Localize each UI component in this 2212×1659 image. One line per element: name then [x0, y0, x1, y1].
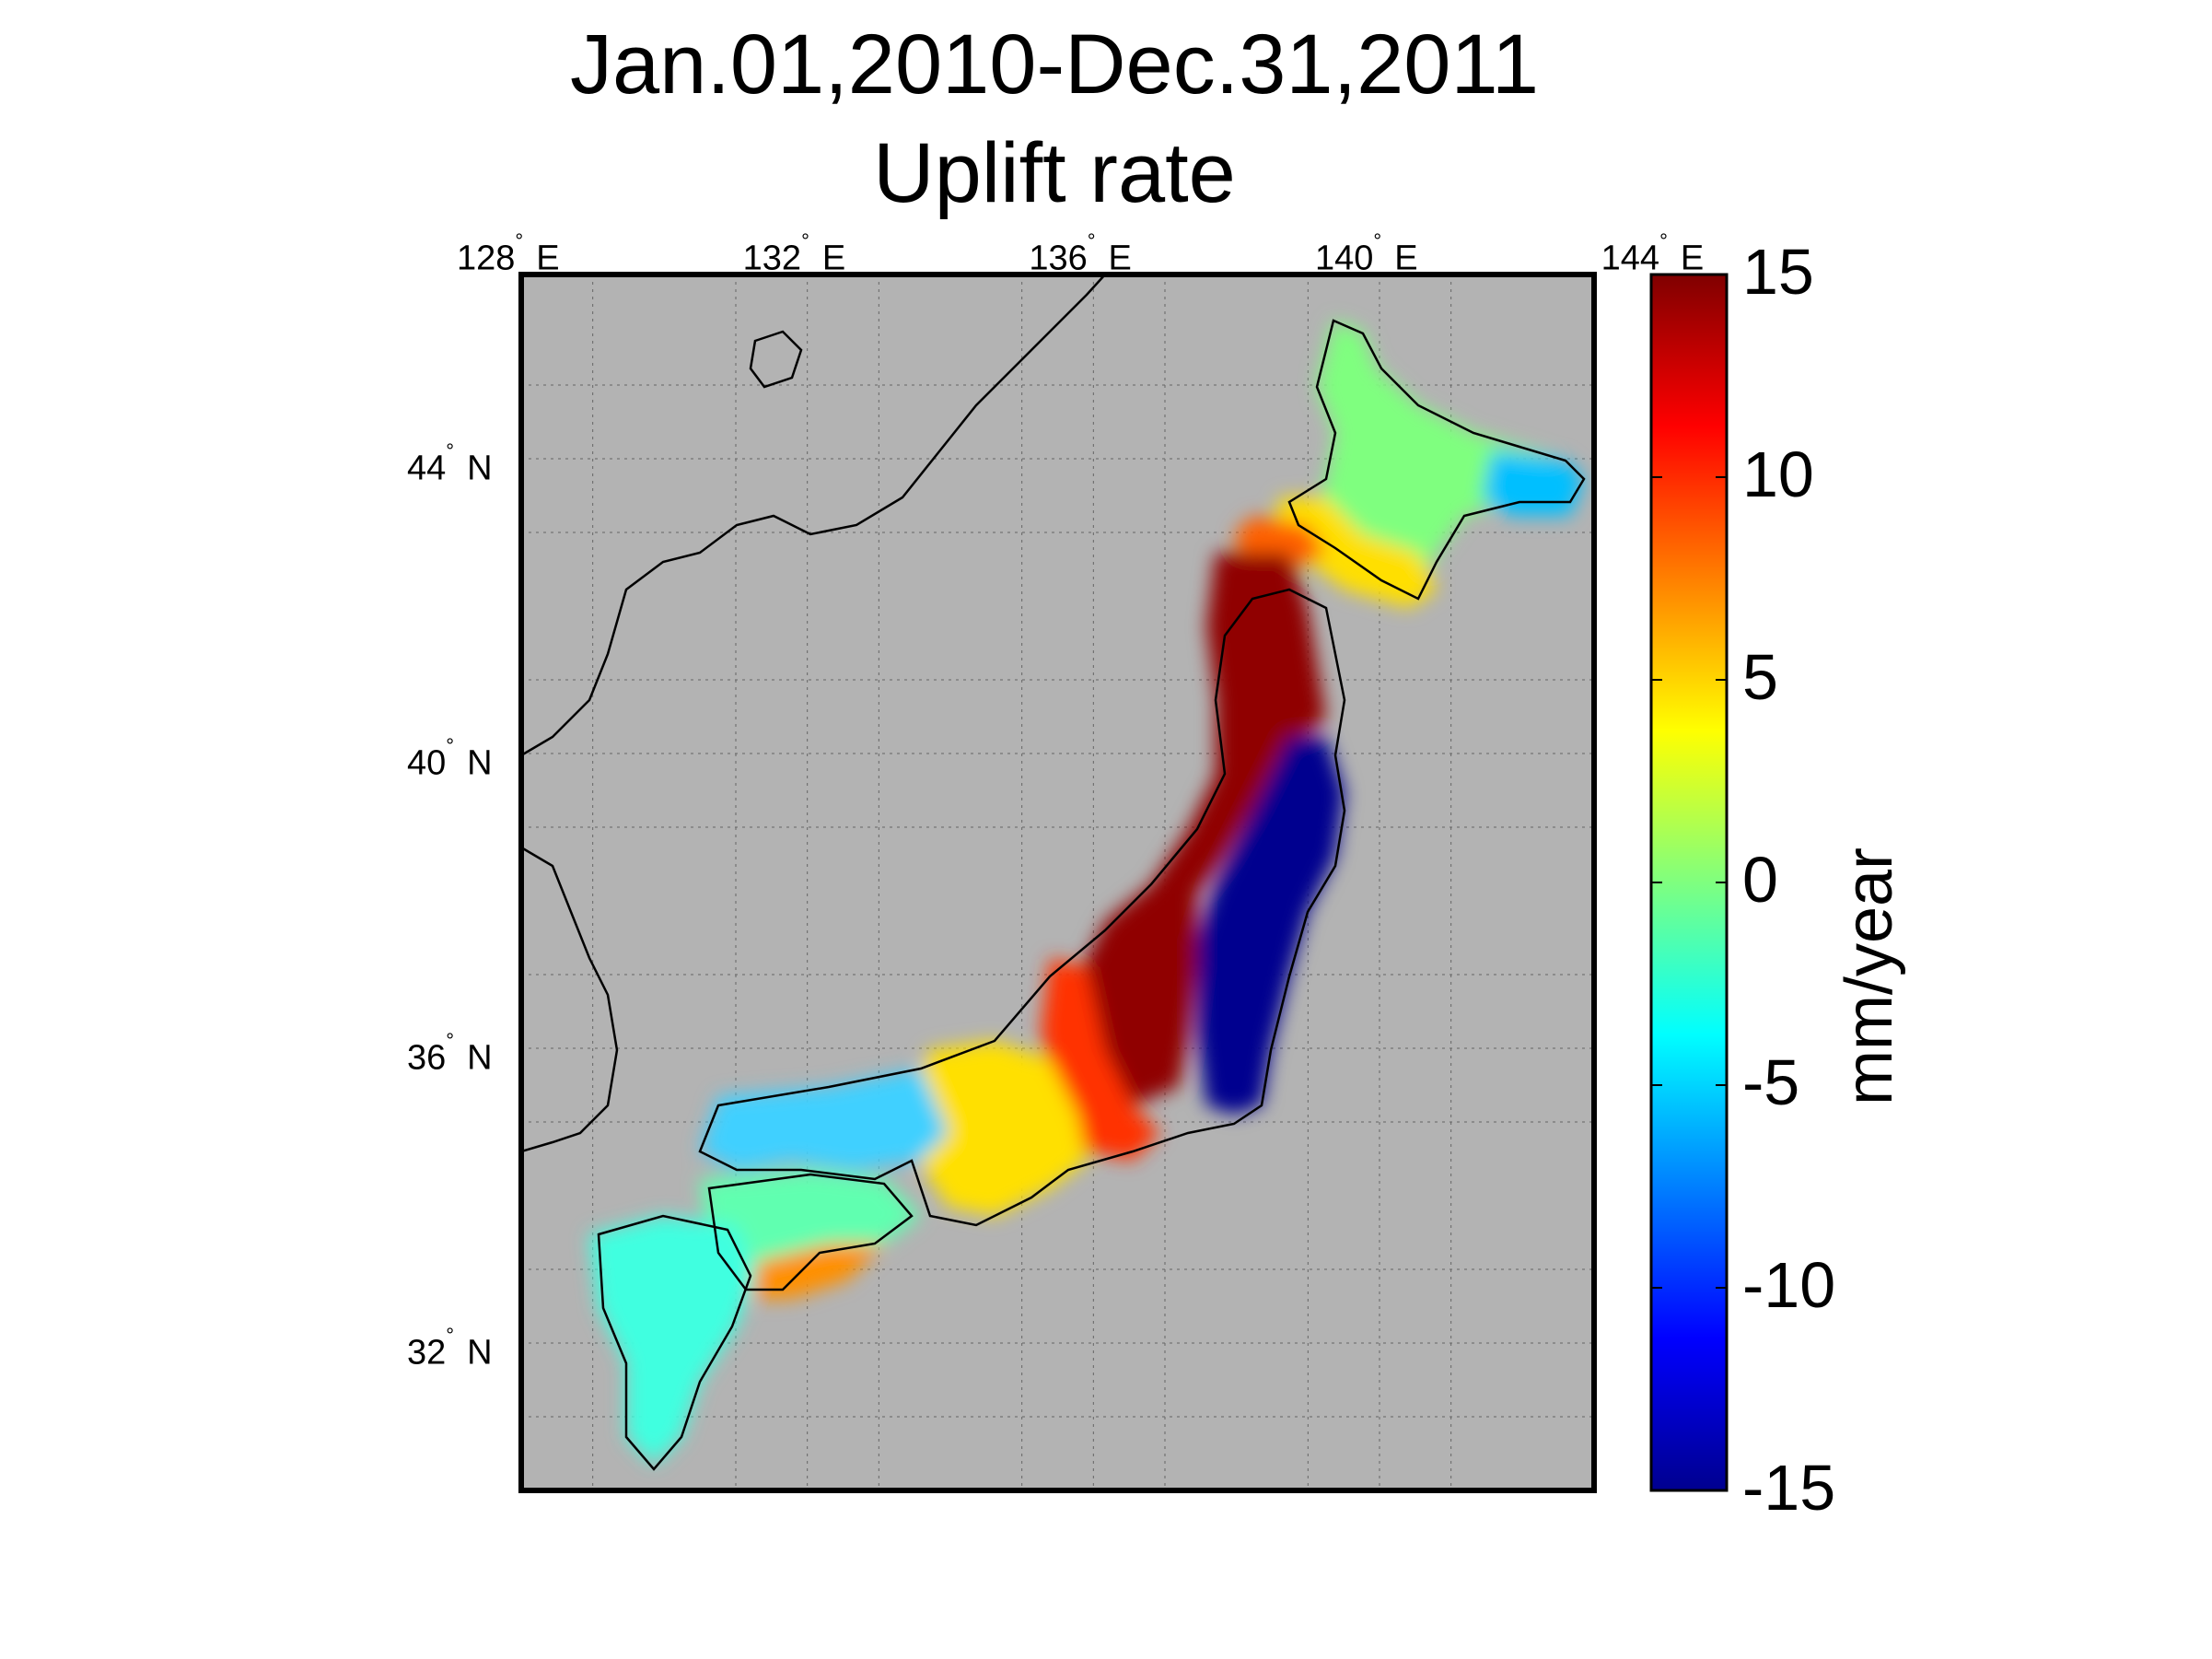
- coast-sakhalin-top: [749, 330, 803, 389]
- field-tohoku-west: [1151, 553, 1326, 912]
- map-title-line-1: Jan.01,2010-Dec.31,2011: [570, 18, 1539, 111]
- colorbar-label--15: -15: [1742, 1452, 1836, 1524]
- field-hokkaido-east: [1483, 451, 1584, 516]
- field-hokkaido-south: [1271, 497, 1437, 608]
- field-central-honshu-west: [1077, 884, 1197, 1105]
- coast-kyushu: [597, 1214, 752, 1471]
- lat-tick-label-32: 32° N: [407, 1324, 493, 1373]
- colorbar-label--10: -10: [1742, 1249, 1836, 1321]
- lon-tick-label-128: 128° E: [457, 229, 560, 278]
- field-hokkaido-central: [1308, 321, 1584, 599]
- map-title-line-2: Uplift rate: [873, 126, 1236, 220]
- colorbar-unit-label: mm/year: [1833, 847, 1906, 1106]
- lon-tick-label-132: 132° E: [742, 229, 846, 278]
- coastlines: [521, 275, 1586, 1471]
- lon-tick-label-144: 144° E: [1601, 229, 1705, 278]
- map-frame: [518, 272, 1597, 1493]
- uplift-field: [521, 275, 1586, 1471]
- colorbar-label-10: 10: [1742, 438, 1814, 510]
- field-kyushu: [589, 1216, 755, 1465]
- colorbar-ticks: [1651, 274, 1727, 1491]
- colorbar-label-5: 5: [1742, 641, 1778, 713]
- lon-tick-label-136: 136° E: [1029, 229, 1132, 278]
- colorbar-label-15: 15: [1742, 236, 1814, 308]
- colorbar-label--5: -5: [1742, 1046, 1800, 1118]
- field-tohoku-east: [1197, 737, 1345, 1115]
- coast-honshu: [698, 588, 1346, 1227]
- field-kinki-tokai: [912, 1041, 1087, 1216]
- lat-tick-label-44: 44° N: [407, 439, 493, 488]
- field-chugoku: [700, 1069, 949, 1170]
- coast-continent: [521, 275, 1106, 757]
- colorbar: [1649, 273, 1729, 1492]
- coast-hokkaido: [1287, 319, 1586, 601]
- lat-tick-label-36: 36° N: [407, 1029, 493, 1078]
- colorbar-label-0: 0: [1742, 844, 1778, 916]
- field-shikoku: [700, 1170, 921, 1280]
- coast-korea: [521, 846, 619, 1153]
- coast-shikoku: [707, 1173, 914, 1291]
- lon-tick-label-140: 140° E: [1315, 229, 1418, 278]
- lat-tick-label-40: 40° N: [407, 734, 493, 783]
